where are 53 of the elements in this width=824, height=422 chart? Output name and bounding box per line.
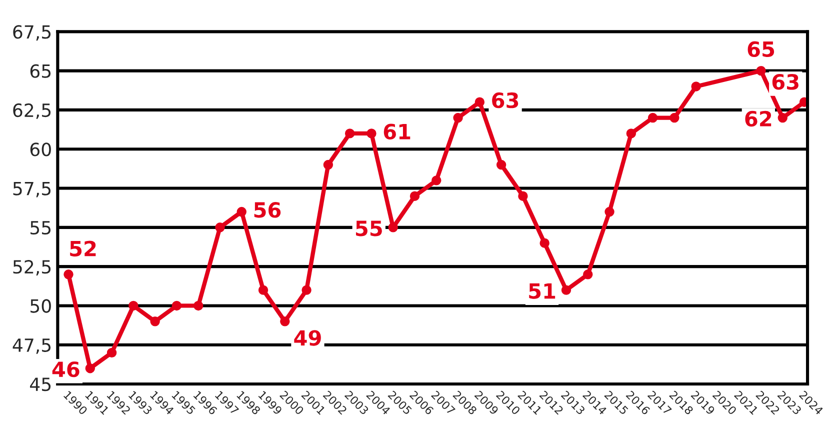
point [236,206,246,217]
data-label: 65 [748,41,774,58]
y-tick-label: 50 [30,299,51,313]
point [691,82,701,92]
data-label: 49 [294,330,321,346]
point [280,316,290,326]
point [756,66,766,76]
data-label: 46 [52,361,80,378]
point [518,191,528,201]
point [561,285,572,295]
point [215,222,225,232]
point [583,270,593,280]
point [150,316,160,326]
point [64,270,74,280]
y-tick-label: 47,5 [12,338,51,354]
point [670,112,680,123]
point [128,300,138,311]
point [474,97,485,107]
y-tick-label: 57,5 [13,182,51,198]
point [193,300,204,311]
y-tick-label: 45 [30,378,51,392]
point [172,300,182,311]
point [432,176,442,186]
point [106,348,117,358]
point [648,112,658,123]
data-label: 62 [745,110,772,127]
y-tick-label: 65 [30,64,51,78]
data-label: 63 [492,92,518,108]
point [496,160,506,170]
data-label: 63 [772,74,798,90]
point [604,206,614,217]
y-tick-label: 62,5 [13,103,51,119]
point [344,128,355,138]
point [302,285,312,295]
y-tick-label: 67,5 [13,25,51,41]
point [453,112,463,123]
data-label: 52 [70,240,96,256]
point [366,128,376,138]
y-tick-label: 60 [30,142,51,156]
data-label: 56 [254,202,281,218]
y-tick-label: 55 [30,221,51,235]
data-label: 51 [529,283,556,299]
point [778,112,788,123]
point [258,285,268,295]
data-label: 55 [356,220,382,236]
point [410,191,420,201]
point [626,128,636,138]
y-tick-label: 52,5 [13,260,51,276]
point [388,222,398,232]
point [85,364,95,374]
data-label: 61 [384,124,410,140]
point [540,238,550,248]
point [323,160,334,170]
